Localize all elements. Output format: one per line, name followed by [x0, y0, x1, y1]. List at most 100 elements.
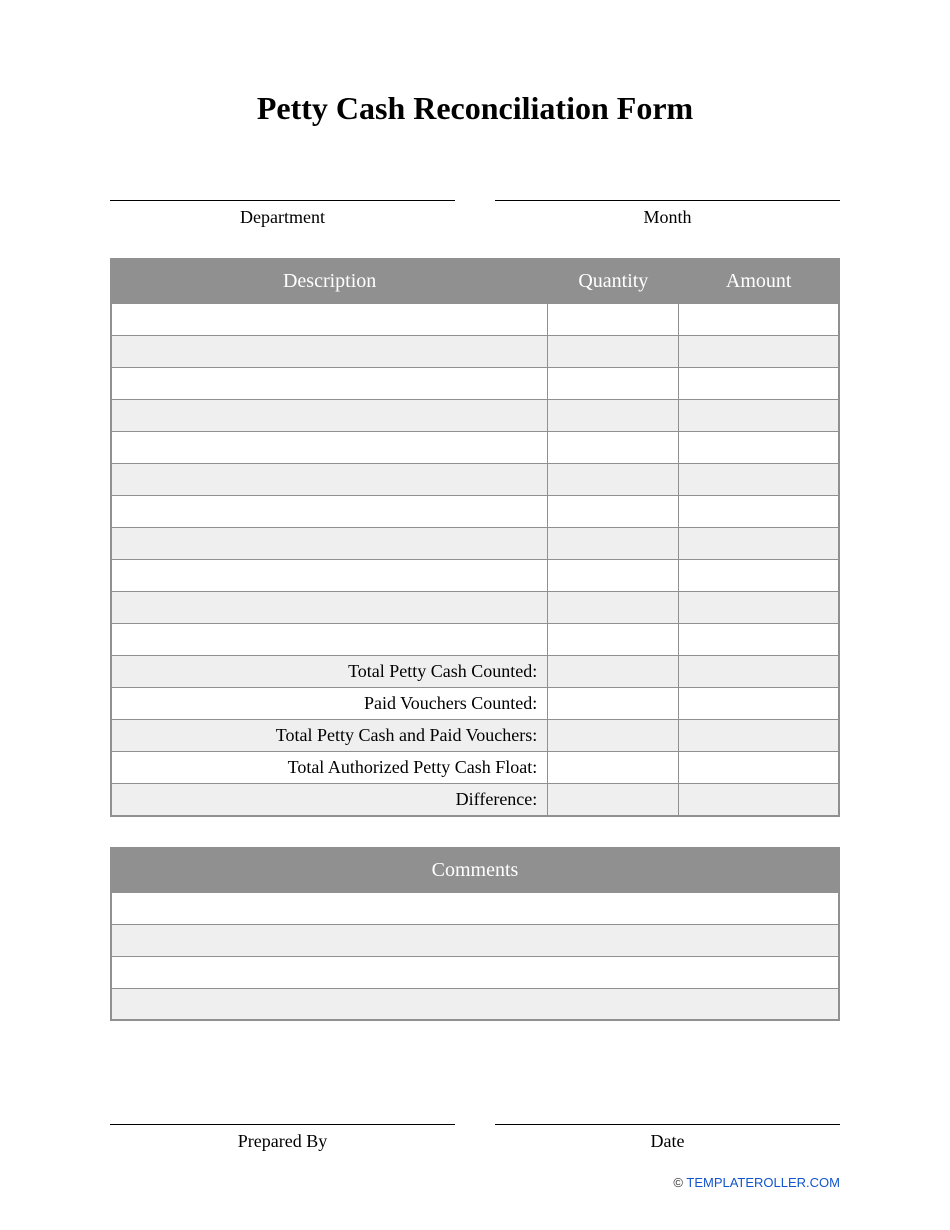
- comments-header-row: Comments: [111, 848, 839, 893]
- comment-cell[interactable]: [111, 924, 839, 956]
- table-cell[interactable]: [548, 464, 679, 496]
- table-cell[interactable]: [548, 336, 679, 368]
- table-cell[interactable]: [679, 464, 839, 496]
- table-cell[interactable]: [679, 528, 839, 560]
- summary-row: Total Petty Cash and Paid Vouchers:: [111, 720, 839, 752]
- table-cell[interactable]: [548, 368, 679, 400]
- prepared-by-label: Prepared By: [110, 1125, 455, 1152]
- summary-amount-cell[interactable]: [679, 720, 839, 752]
- table-cell[interactable]: [548, 432, 679, 464]
- table-cell[interactable]: [679, 304, 839, 336]
- header-fields: Department Month: [110, 177, 840, 228]
- footer-fields: Prepared By Date: [110, 1101, 840, 1152]
- date-input-line[interactable]: [495, 1101, 840, 1125]
- table-cell[interactable]: [548, 496, 679, 528]
- comment-row: [111, 956, 839, 988]
- comment-row: [111, 988, 839, 1020]
- department-field-group: Department: [110, 177, 455, 228]
- table-cell[interactable]: [111, 368, 548, 400]
- table-row: [111, 560, 839, 592]
- table-cell[interactable]: [111, 304, 548, 336]
- table-cell[interactable]: [111, 336, 548, 368]
- table-cell[interactable]: [548, 528, 679, 560]
- summary-label: Difference:: [111, 784, 548, 816]
- summary-quantity-cell[interactable]: [548, 688, 679, 720]
- table-header-row: Description Quantity Amount: [111, 259, 839, 304]
- table-cell[interactable]: [548, 624, 679, 656]
- copyright-symbol: ©: [673, 1175, 686, 1190]
- department-label: Department: [110, 201, 455, 228]
- table-body: Total Petty Cash Counted:Paid Vouchers C…: [111, 304, 839, 816]
- table-cell[interactable]: [548, 304, 679, 336]
- summary-label: Total Authorized Petty Cash Float:: [111, 752, 548, 784]
- summary-row: Difference:: [111, 784, 839, 816]
- table-cell[interactable]: [111, 528, 548, 560]
- table-cell[interactable]: [679, 592, 839, 624]
- table-row: [111, 496, 839, 528]
- comment-row: [111, 924, 839, 956]
- summary-quantity-cell[interactable]: [548, 784, 679, 816]
- table-cell[interactable]: [679, 368, 839, 400]
- comment-cell[interactable]: [111, 892, 839, 924]
- comment-cell[interactable]: [111, 956, 839, 988]
- table-cell[interactable]: [679, 496, 839, 528]
- summary-row: Total Authorized Petty Cash Float:: [111, 752, 839, 784]
- summary-row: Total Petty Cash Counted:: [111, 656, 839, 688]
- prepared-by-field-group: Prepared By: [110, 1101, 455, 1152]
- description-header: Description: [111, 259, 548, 304]
- summary-label: Paid Vouchers Counted:: [111, 688, 548, 720]
- page-title: Petty Cash Reconciliation Form: [110, 90, 840, 127]
- reconciliation-table: Description Quantity Amount Total Petty …: [110, 258, 840, 817]
- summary-label: Total Petty Cash Counted:: [111, 656, 548, 688]
- summary-row: Paid Vouchers Counted:: [111, 688, 839, 720]
- month-field-group: Month: [495, 177, 840, 228]
- comment-cell[interactable]: [111, 988, 839, 1020]
- month-label: Month: [495, 201, 840, 228]
- summary-quantity-cell[interactable]: [548, 656, 679, 688]
- month-input-line[interactable]: [495, 177, 840, 201]
- table-cell[interactable]: [548, 560, 679, 592]
- comments-header: Comments: [111, 848, 839, 893]
- attribution: © TEMPLATEROLLER.COM: [673, 1175, 840, 1190]
- comments-table: Comments: [110, 847, 840, 1022]
- table-row: [111, 368, 839, 400]
- table-row: [111, 336, 839, 368]
- table-row: [111, 400, 839, 432]
- table-row: [111, 592, 839, 624]
- summary-quantity-cell[interactable]: [548, 752, 679, 784]
- summary-amount-cell[interactable]: [679, 688, 839, 720]
- table-cell[interactable]: [548, 400, 679, 432]
- summary-amount-cell[interactable]: [679, 656, 839, 688]
- date-label: Date: [495, 1125, 840, 1152]
- attribution-link[interactable]: TEMPLATEROLLER.COM: [686, 1175, 840, 1190]
- table-row: [111, 624, 839, 656]
- table-cell[interactable]: [111, 560, 548, 592]
- table-row: [111, 464, 839, 496]
- prepared-by-input-line[interactable]: [110, 1101, 455, 1125]
- quantity-header: Quantity: [548, 259, 679, 304]
- table-cell[interactable]: [111, 432, 548, 464]
- table-cell[interactable]: [111, 624, 548, 656]
- summary-amount-cell[interactable]: [679, 752, 839, 784]
- table-row: [111, 528, 839, 560]
- table-cell[interactable]: [679, 400, 839, 432]
- comments-body: [111, 892, 839, 1020]
- comment-row: [111, 892, 839, 924]
- summary-label: Total Petty Cash and Paid Vouchers:: [111, 720, 548, 752]
- summary-quantity-cell[interactable]: [548, 720, 679, 752]
- table-cell[interactable]: [111, 400, 548, 432]
- date-field-group: Date: [495, 1101, 840, 1152]
- table-row: [111, 432, 839, 464]
- table-row: [111, 304, 839, 336]
- table-cell[interactable]: [111, 496, 548, 528]
- table-cell[interactable]: [548, 592, 679, 624]
- table-cell[interactable]: [111, 464, 548, 496]
- table-cell[interactable]: [679, 336, 839, 368]
- table-cell[interactable]: [111, 592, 548, 624]
- summary-amount-cell[interactable]: [679, 784, 839, 816]
- department-input-line[interactable]: [110, 177, 455, 201]
- table-cell[interactable]: [679, 624, 839, 656]
- table-cell[interactable]: [679, 560, 839, 592]
- amount-header: Amount: [679, 259, 839, 304]
- table-cell[interactable]: [679, 432, 839, 464]
